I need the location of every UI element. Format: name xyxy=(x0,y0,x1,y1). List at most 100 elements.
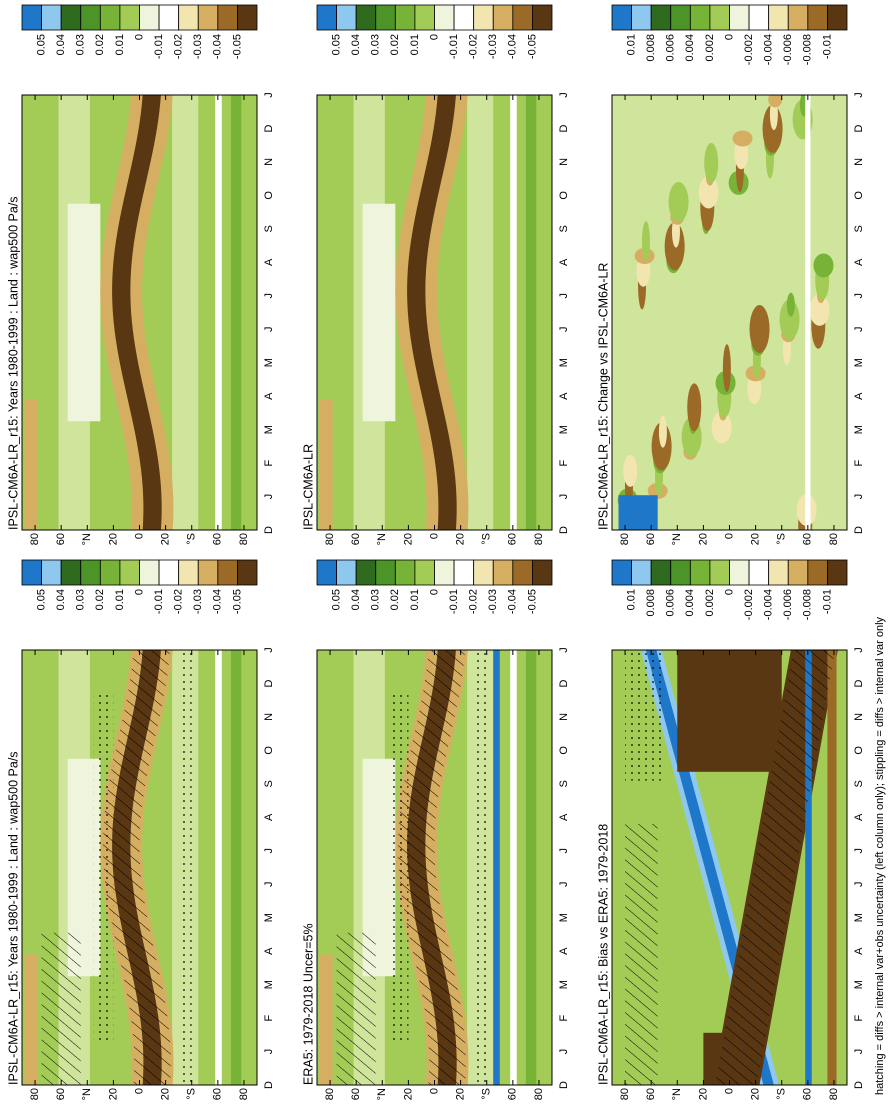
colorbar-cell xyxy=(355,4,377,31)
y-tick-label: 80 xyxy=(828,533,840,545)
y-tick-label: 60 xyxy=(802,533,814,545)
colorbar-label: 0.04 xyxy=(350,589,362,610)
colorbar-cell xyxy=(768,4,789,31)
y-tick-label: 60 xyxy=(55,1088,67,1100)
colorbar-label: -0.008 xyxy=(802,589,814,620)
colorbar-cell xyxy=(158,559,180,586)
colorbar-label: 0.04 xyxy=(55,589,67,610)
field-shading xyxy=(786,292,795,317)
colorbar-label: 0.002 xyxy=(704,34,716,62)
x-tick-label: A xyxy=(263,258,275,266)
footnote: hatching = diffs > internal var+obs unce… xyxy=(874,616,886,1095)
colorbar-cell xyxy=(787,559,809,586)
colorbar-label: 0.02 xyxy=(94,589,106,610)
colorbar-cell xyxy=(670,4,691,31)
colorbar-cell xyxy=(414,4,435,31)
colorbar-label: 0.03 xyxy=(75,589,87,610)
y-tick-label: 80 xyxy=(533,533,545,545)
field-shading xyxy=(704,142,719,183)
colorbar-cell xyxy=(492,559,514,586)
y-tick-label: 60 xyxy=(645,1088,657,1100)
y-tick-label: 60 xyxy=(802,1088,814,1100)
field-shading xyxy=(319,954,333,1085)
y-tick-label: °N xyxy=(671,533,683,545)
colorbar-cell xyxy=(316,559,337,586)
x-tick-label: D xyxy=(853,1081,865,1089)
x-tick-label: O xyxy=(853,746,865,755)
x-tick-label: J xyxy=(853,1049,865,1055)
colorbar-cell xyxy=(394,559,416,586)
colorbar-label: 0 xyxy=(723,589,735,595)
y-tick-label: 0 xyxy=(133,1088,145,1094)
x-tick-label: A xyxy=(558,947,570,955)
colorbar-cell xyxy=(139,4,160,31)
field-shading xyxy=(24,399,38,530)
field-shading xyxy=(388,693,409,1042)
field-shading xyxy=(641,221,650,262)
colorbar-cell xyxy=(237,4,258,31)
field-shading xyxy=(473,650,487,1085)
field-shading xyxy=(362,203,396,422)
colorbar-cell xyxy=(532,559,553,586)
x-tick-label: D xyxy=(558,1081,570,1089)
colorbar-cell xyxy=(178,559,199,586)
landscape-figure: hatching = diffs > internal var+obs unce… xyxy=(6,4,886,1100)
colorbar-cell xyxy=(631,559,652,586)
x-tick-label: A xyxy=(263,813,275,821)
colorbar-label: -0.03 xyxy=(487,34,499,59)
field-shading xyxy=(93,693,114,1042)
colorbar-cell xyxy=(453,559,475,586)
field-shading xyxy=(407,95,457,530)
colorbar-label: -0.002 xyxy=(743,589,755,620)
colorbar-label: 0 xyxy=(133,34,145,40)
y-tick-label: °N xyxy=(671,1088,683,1100)
x-tick-label: M xyxy=(853,913,865,922)
colorbar-cell xyxy=(99,559,121,586)
colorbar-label: -0.02 xyxy=(173,34,185,59)
colorbar-label: 0.04 xyxy=(350,34,362,55)
colorbar-cell xyxy=(197,559,219,586)
x-tick-label: D xyxy=(263,526,275,534)
x-tick-label: M xyxy=(263,425,275,434)
x-tick-label: J xyxy=(558,293,570,299)
y-tick-label: °S xyxy=(776,533,788,545)
field-shading xyxy=(768,95,783,108)
field-shading xyxy=(215,95,222,530)
x-tick-label: M xyxy=(263,358,275,367)
y-tick-label: °S xyxy=(481,1088,493,1100)
field-shading xyxy=(467,95,494,530)
colorbar-cell xyxy=(336,559,357,586)
colorbar-label: 0.004 xyxy=(684,589,696,617)
x-tick-label: J xyxy=(853,647,865,653)
colorbar-cell xyxy=(729,559,750,586)
y-tick-label: °N xyxy=(376,1088,388,1100)
x-tick-label: F xyxy=(558,1014,570,1021)
y-tick-label: 20 xyxy=(455,533,467,545)
x-tick-label: A xyxy=(853,947,865,955)
colorbar-label: -0.002 xyxy=(743,34,755,65)
colorbar-label: 0.04 xyxy=(55,34,67,55)
colorbar-cell xyxy=(41,4,62,31)
y-tick-label: 80 xyxy=(533,1088,545,1100)
field-shading xyxy=(319,399,333,530)
field-shading xyxy=(362,758,396,977)
colorbar-label: 0.006 xyxy=(665,34,677,62)
x-tick-label: F xyxy=(853,459,865,466)
field-shading xyxy=(336,932,376,1085)
colorbar-cell xyxy=(80,4,101,31)
x-tick-label: D xyxy=(558,526,570,534)
x-tick-label: A xyxy=(853,813,865,821)
field-shading xyxy=(112,95,162,530)
field-shading xyxy=(24,954,38,1085)
colorbar-cell xyxy=(473,4,494,31)
y-tick-label: °S xyxy=(481,533,493,545)
colorbar-cell xyxy=(158,4,180,31)
y-tick-label: 80 xyxy=(324,533,336,545)
y-tick-label: 20 xyxy=(455,1088,467,1100)
colorbar-cell xyxy=(217,559,238,586)
y-tick-label: °N xyxy=(81,533,93,545)
x-tick-label: J xyxy=(263,494,275,500)
colorbar-label: -0.004 xyxy=(763,34,775,65)
colorbar-cell xyxy=(80,559,101,586)
